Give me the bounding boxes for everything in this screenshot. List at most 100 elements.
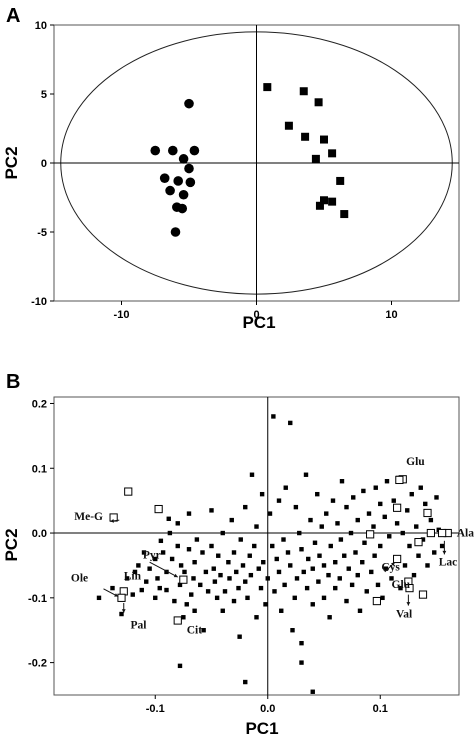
variable-point — [306, 556, 311, 562]
variable-point — [366, 511, 372, 516]
variable-point — [271, 414, 276, 419]
annotation-arrow-line — [149, 561, 178, 578]
variable-point — [428, 517, 434, 523]
x-tick-label: 0.1 — [373, 703, 388, 715]
variable-point — [245, 595, 250, 601]
variable-point — [139, 587, 144, 593]
panel-a: A -10 0 10 10 5 0 -5 -10 PC1 PC2 — [2, 5, 460, 332]
group-1-point — [184, 163, 194, 174]
highlighted-metabolite-point — [438, 528, 447, 538]
group-1-point — [173, 176, 183, 186]
group-2-point — [336, 176, 345, 185]
variable-point — [237, 634, 242, 639]
highlighted-metabolite-point — [124, 487, 133, 496]
variable-point — [227, 576, 232, 581]
group-1-point — [177, 203, 188, 214]
x-tick-label: 0.0 — [260, 703, 275, 715]
variable-point — [178, 563, 184, 568]
variable-point — [364, 589, 369, 594]
panel-a-points — [150, 83, 349, 237]
variable-point — [267, 511, 273, 516]
variable-point — [324, 511, 329, 516]
variable-point — [281, 537, 286, 542]
y-tick-label: -5 — [37, 227, 47, 239]
variable-point — [387, 534, 392, 539]
variable-point — [175, 521, 180, 526]
metabolite-label: Glu — [392, 579, 411, 591]
variable-point — [337, 576, 342, 581]
variable-point — [389, 576, 394, 581]
variable-point — [191, 576, 196, 581]
highlighted-metabolite-point — [418, 590, 428, 599]
panel-a-x-axis-title: PC1 — [242, 313, 275, 332]
panel-b-letter: B — [6, 371, 20, 393]
group-1-point — [178, 189, 189, 200]
annotation-arrow-head — [121, 609, 126, 613]
variable-point — [247, 553, 252, 558]
variable-point — [342, 553, 347, 558]
variable-point — [339, 479, 345, 484]
panel-b-annotation-arrows — [103, 518, 447, 613]
variable-point — [243, 679, 248, 685]
variable-point — [303, 472, 309, 477]
variable-point — [327, 615, 332, 620]
variable-point — [310, 602, 315, 607]
variable-point — [400, 530, 405, 536]
variable-point — [315, 491, 320, 497]
y-tick-label: 10 — [35, 20, 47, 32]
variable-point — [301, 569, 306, 575]
variable-point — [369, 569, 374, 575]
group-1-point — [189, 145, 200, 156]
variable-point — [218, 572, 223, 578]
variable-point — [226, 559, 231, 565]
variable-point — [308, 517, 313, 523]
y-tick-label: 0 — [41, 158, 47, 170]
variable-point — [209, 543, 214, 549]
metabolite-label: Pal — [131, 619, 147, 631]
metabolite-label: Val — [396, 608, 412, 620]
annotation-arrow-head — [110, 518, 114, 523]
variable-point — [407, 543, 412, 549]
highlighted-metabolite-point — [117, 593, 126, 602]
variable-point — [256, 566, 261, 571]
group-2-point — [320, 135, 328, 144]
variable-point — [338, 537, 344, 542]
variable-point — [373, 485, 378, 490]
variable-point — [326, 572, 331, 578]
variable-point — [346, 566, 351, 571]
variable-point — [371, 524, 376, 529]
metabolite-label: Cit — [187, 624, 203, 636]
panel-b-plot-area — [53, 396, 460, 696]
variable-point — [270, 543, 275, 549]
variable-point — [234, 569, 239, 575]
variable-point — [258, 585, 264, 591]
variable-point — [319, 524, 324, 529]
variable-point — [231, 550, 237, 555]
variable-point — [402, 563, 408, 568]
variable-point — [279, 608, 284, 613]
variable-point — [203, 569, 209, 575]
variable-point — [423, 501, 428, 507]
annotation-arrow-head — [114, 593, 119, 597]
variable-point — [147, 566, 152, 571]
y-tick-label: 0.0 — [32, 528, 47, 540]
variable-point — [265, 576, 270, 581]
variable-point — [200, 550, 205, 555]
variable-point — [304, 585, 310, 591]
variable-point — [243, 504, 248, 510]
variable-point — [212, 579, 218, 584]
variable-point — [409, 491, 414, 497]
variable-point — [263, 602, 268, 607]
variable-point — [220, 530, 225, 536]
variable-point — [420, 537, 426, 542]
variable-point — [360, 559, 365, 565]
variable-point — [294, 576, 300, 581]
x-tick-label: -0.1 — [146, 703, 165, 715]
variable-point — [439, 543, 445, 549]
variable-point — [384, 479, 390, 484]
variable-point — [222, 589, 228, 594]
panel-a-axes — [54, 25, 459, 301]
variable-point — [321, 563, 327, 568]
variable-point — [132, 569, 138, 575]
variable-point — [249, 472, 255, 477]
